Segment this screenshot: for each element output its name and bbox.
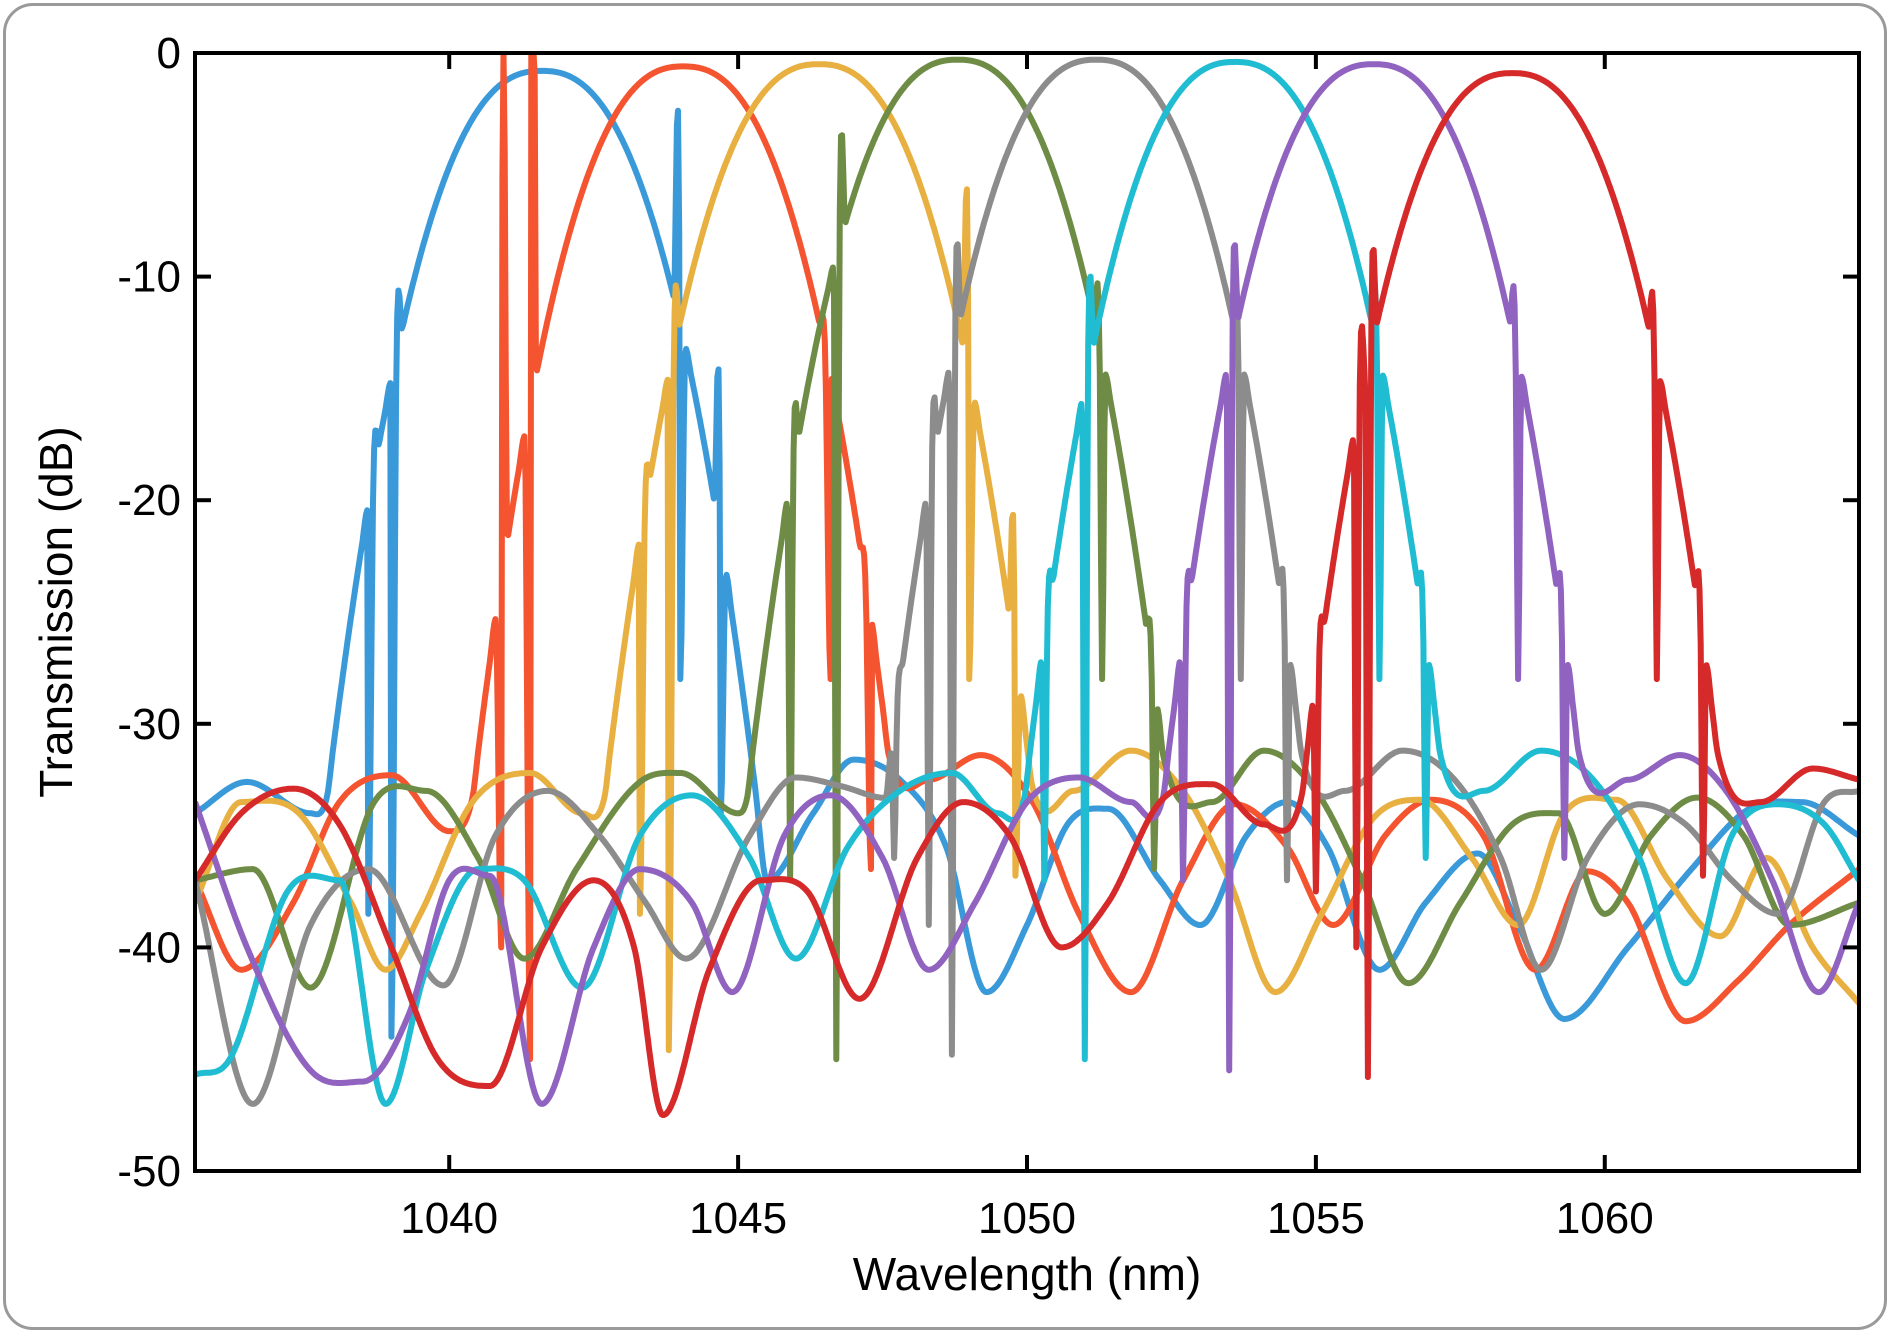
- tick-layer: 1040 1045 1050 1055 1060 0 -10 -20 -30 -40 -50: [117, 29, 1859, 1243]
- series-line-1: [195, 67, 1859, 1040]
- series-line-5: [195, 56, 1859, 1107]
- y-tick-label: -10: [117, 253, 181, 302]
- y-tick-label: 0: [157, 29, 181, 78]
- x-tick-label: 1055: [1267, 1194, 1365, 1243]
- x-tick-label: 1050: [978, 1194, 1076, 1243]
- y-tick-label: -20: [117, 476, 181, 525]
- series-layer: [195, 53, 1859, 1119]
- y-tick-label: -40: [117, 923, 181, 972]
- series-line-7: [195, 61, 1859, 1107]
- series-line-8: [195, 70, 1859, 1119]
- x-tick-label: 1040: [400, 1194, 498, 1243]
- y-axis-title: Transmission (dB): [30, 426, 82, 797]
- x-axis-title: Wavelength (nm): [853, 1248, 1202, 1300]
- x-tick-label: 1060: [1556, 1194, 1654, 1243]
- series-line-3: [195, 61, 1859, 1054]
- y-tick-label: -30: [117, 700, 181, 749]
- series-line-4: [195, 56, 1859, 1063]
- series-line-6: [195, 58, 1859, 1107]
- y-tick-label: -50: [117, 1147, 181, 1196]
- chart-frame: [3, 3, 1887, 1330]
- plot-area-border: [193, 51, 1861, 1173]
- x-tick-label: 1045: [689, 1194, 787, 1243]
